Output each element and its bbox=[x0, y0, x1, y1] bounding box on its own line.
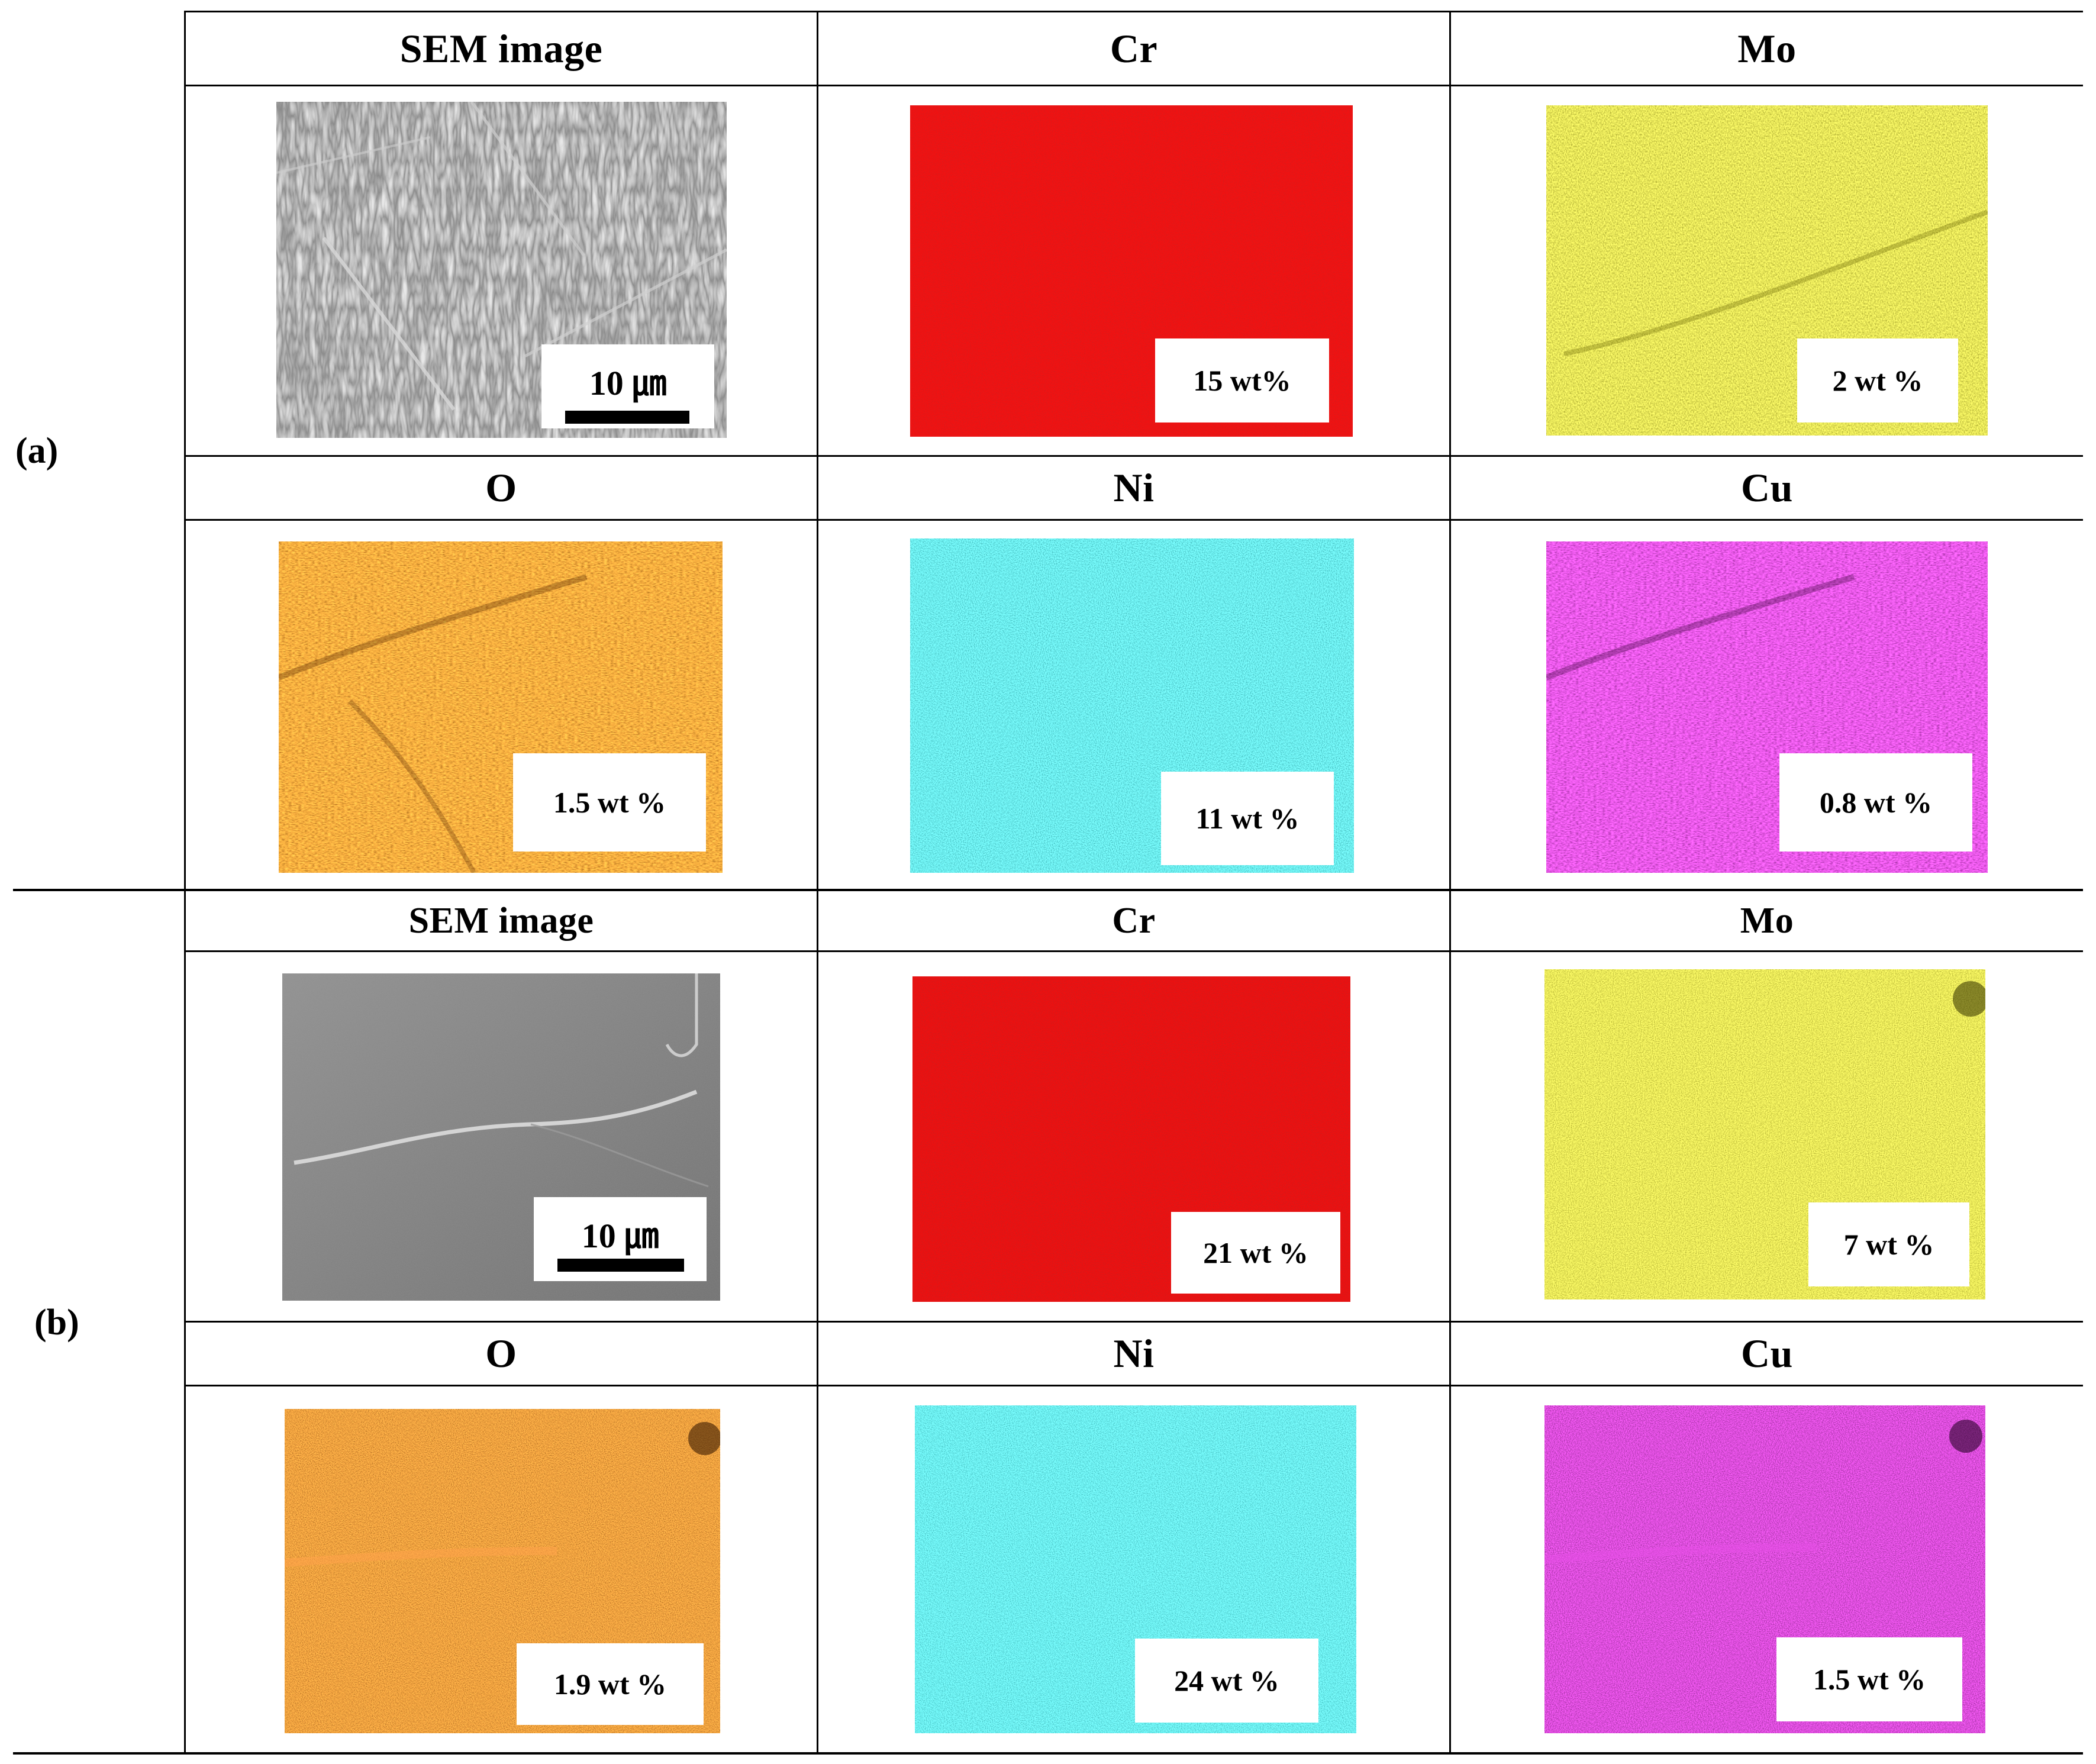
scale-bar-label-a: 10 ㎛ bbox=[589, 364, 667, 402]
column-rule-3 bbox=[1449, 11, 1451, 1755]
cr-value-b: 21 wt % bbox=[1171, 1212, 1340, 1294]
header-cu-b: Cu bbox=[1741, 1331, 1793, 1376]
header-rule-b2 bbox=[185, 1385, 2083, 1386]
header-sem-image-a: SEM image bbox=[399, 25, 603, 71]
o-map-b: 1.9 wt % bbox=[285, 1409, 720, 1733]
scale-bar-label-b: 10 ㎛ bbox=[581, 1217, 659, 1255]
header-cr-a: Cr bbox=[1110, 25, 1158, 71]
o-value-b: 1.9 wt % bbox=[517, 1643, 704, 1725]
mo-value-a: 2 wt % bbox=[1797, 338, 1958, 423]
header-rule-a2 bbox=[185, 519, 2083, 521]
scale-bar-a bbox=[565, 411, 689, 424]
ni-map-a: 11 wt % bbox=[910, 538, 1354, 873]
sem-image-b: 10 ㎛ bbox=[282, 973, 720, 1301]
cu-map-b: 1.5 wt % bbox=[1544, 1405, 1985, 1733]
ni-value-b: 24 wt % bbox=[1135, 1639, 1318, 1723]
header-ni-a: Ni bbox=[1113, 465, 1155, 510]
table-top-rule bbox=[185, 11, 2083, 12]
header-ni-b: Ni bbox=[1113, 1331, 1155, 1376]
o-value-a: 1.5 wt % bbox=[513, 753, 706, 852]
ni-map-b: 24 wt % bbox=[915, 1405, 1356, 1733]
cu-value-a: 0.8 wt % bbox=[1779, 753, 1972, 852]
cr-map-a: 15 wt% bbox=[910, 105, 1353, 437]
cr-value-a: 15 wt% bbox=[1155, 338, 1329, 423]
row-label-b: (b) bbox=[34, 1302, 79, 1343]
cu-map-a: 0.8 wt % bbox=[1546, 541, 1988, 873]
scale-bar-box-a: 10 ㎛ bbox=[541, 344, 714, 428]
cr-map-b: 21 wt % bbox=[912, 976, 1350, 1302]
column-rule-1 bbox=[184, 11, 186, 1755]
cu-value-b: 1.5 wt % bbox=[1776, 1637, 1962, 1721]
header-rule-b1 bbox=[185, 950, 2083, 952]
row-label-a: (a) bbox=[15, 431, 59, 471]
header-sem-image-b: SEM image bbox=[408, 900, 594, 941]
mo-value-b: 7 wt % bbox=[1808, 1202, 1969, 1286]
header-o-b: O bbox=[485, 1331, 517, 1376]
row-rule-b1 bbox=[185, 1321, 2083, 1323]
section-rule bbox=[13, 889, 2083, 891]
header-mo-a: Mo bbox=[1737, 25, 1797, 71]
header-o-a: O bbox=[485, 465, 517, 510]
table-bottom-rule bbox=[13, 1752, 2083, 1755]
column-rule-2 bbox=[817, 11, 818, 1755]
header-cr-b: Cr bbox=[1112, 900, 1156, 941]
scale-bar-box-b: 10 ㎛ bbox=[534, 1197, 707, 1281]
mo-map-a: 2 wt % bbox=[1546, 105, 1988, 436]
header-cu-a: Cu bbox=[1741, 465, 1793, 510]
sem-image-a: 10 ㎛ bbox=[276, 102, 727, 438]
row-rule-a1 bbox=[185, 455, 2083, 457]
ni-value-a: 11 wt % bbox=[1161, 772, 1334, 865]
cr-map-b-graphic bbox=[912, 976, 1350, 1302]
mo-map-b: 7 wt % bbox=[1544, 969, 1985, 1299]
header-mo-b: Mo bbox=[1740, 900, 1794, 941]
scale-bar-b bbox=[557, 1259, 684, 1272]
o-map-a: 1.5 wt % bbox=[279, 541, 723, 873]
header-rule-a1 bbox=[185, 85, 2083, 86]
